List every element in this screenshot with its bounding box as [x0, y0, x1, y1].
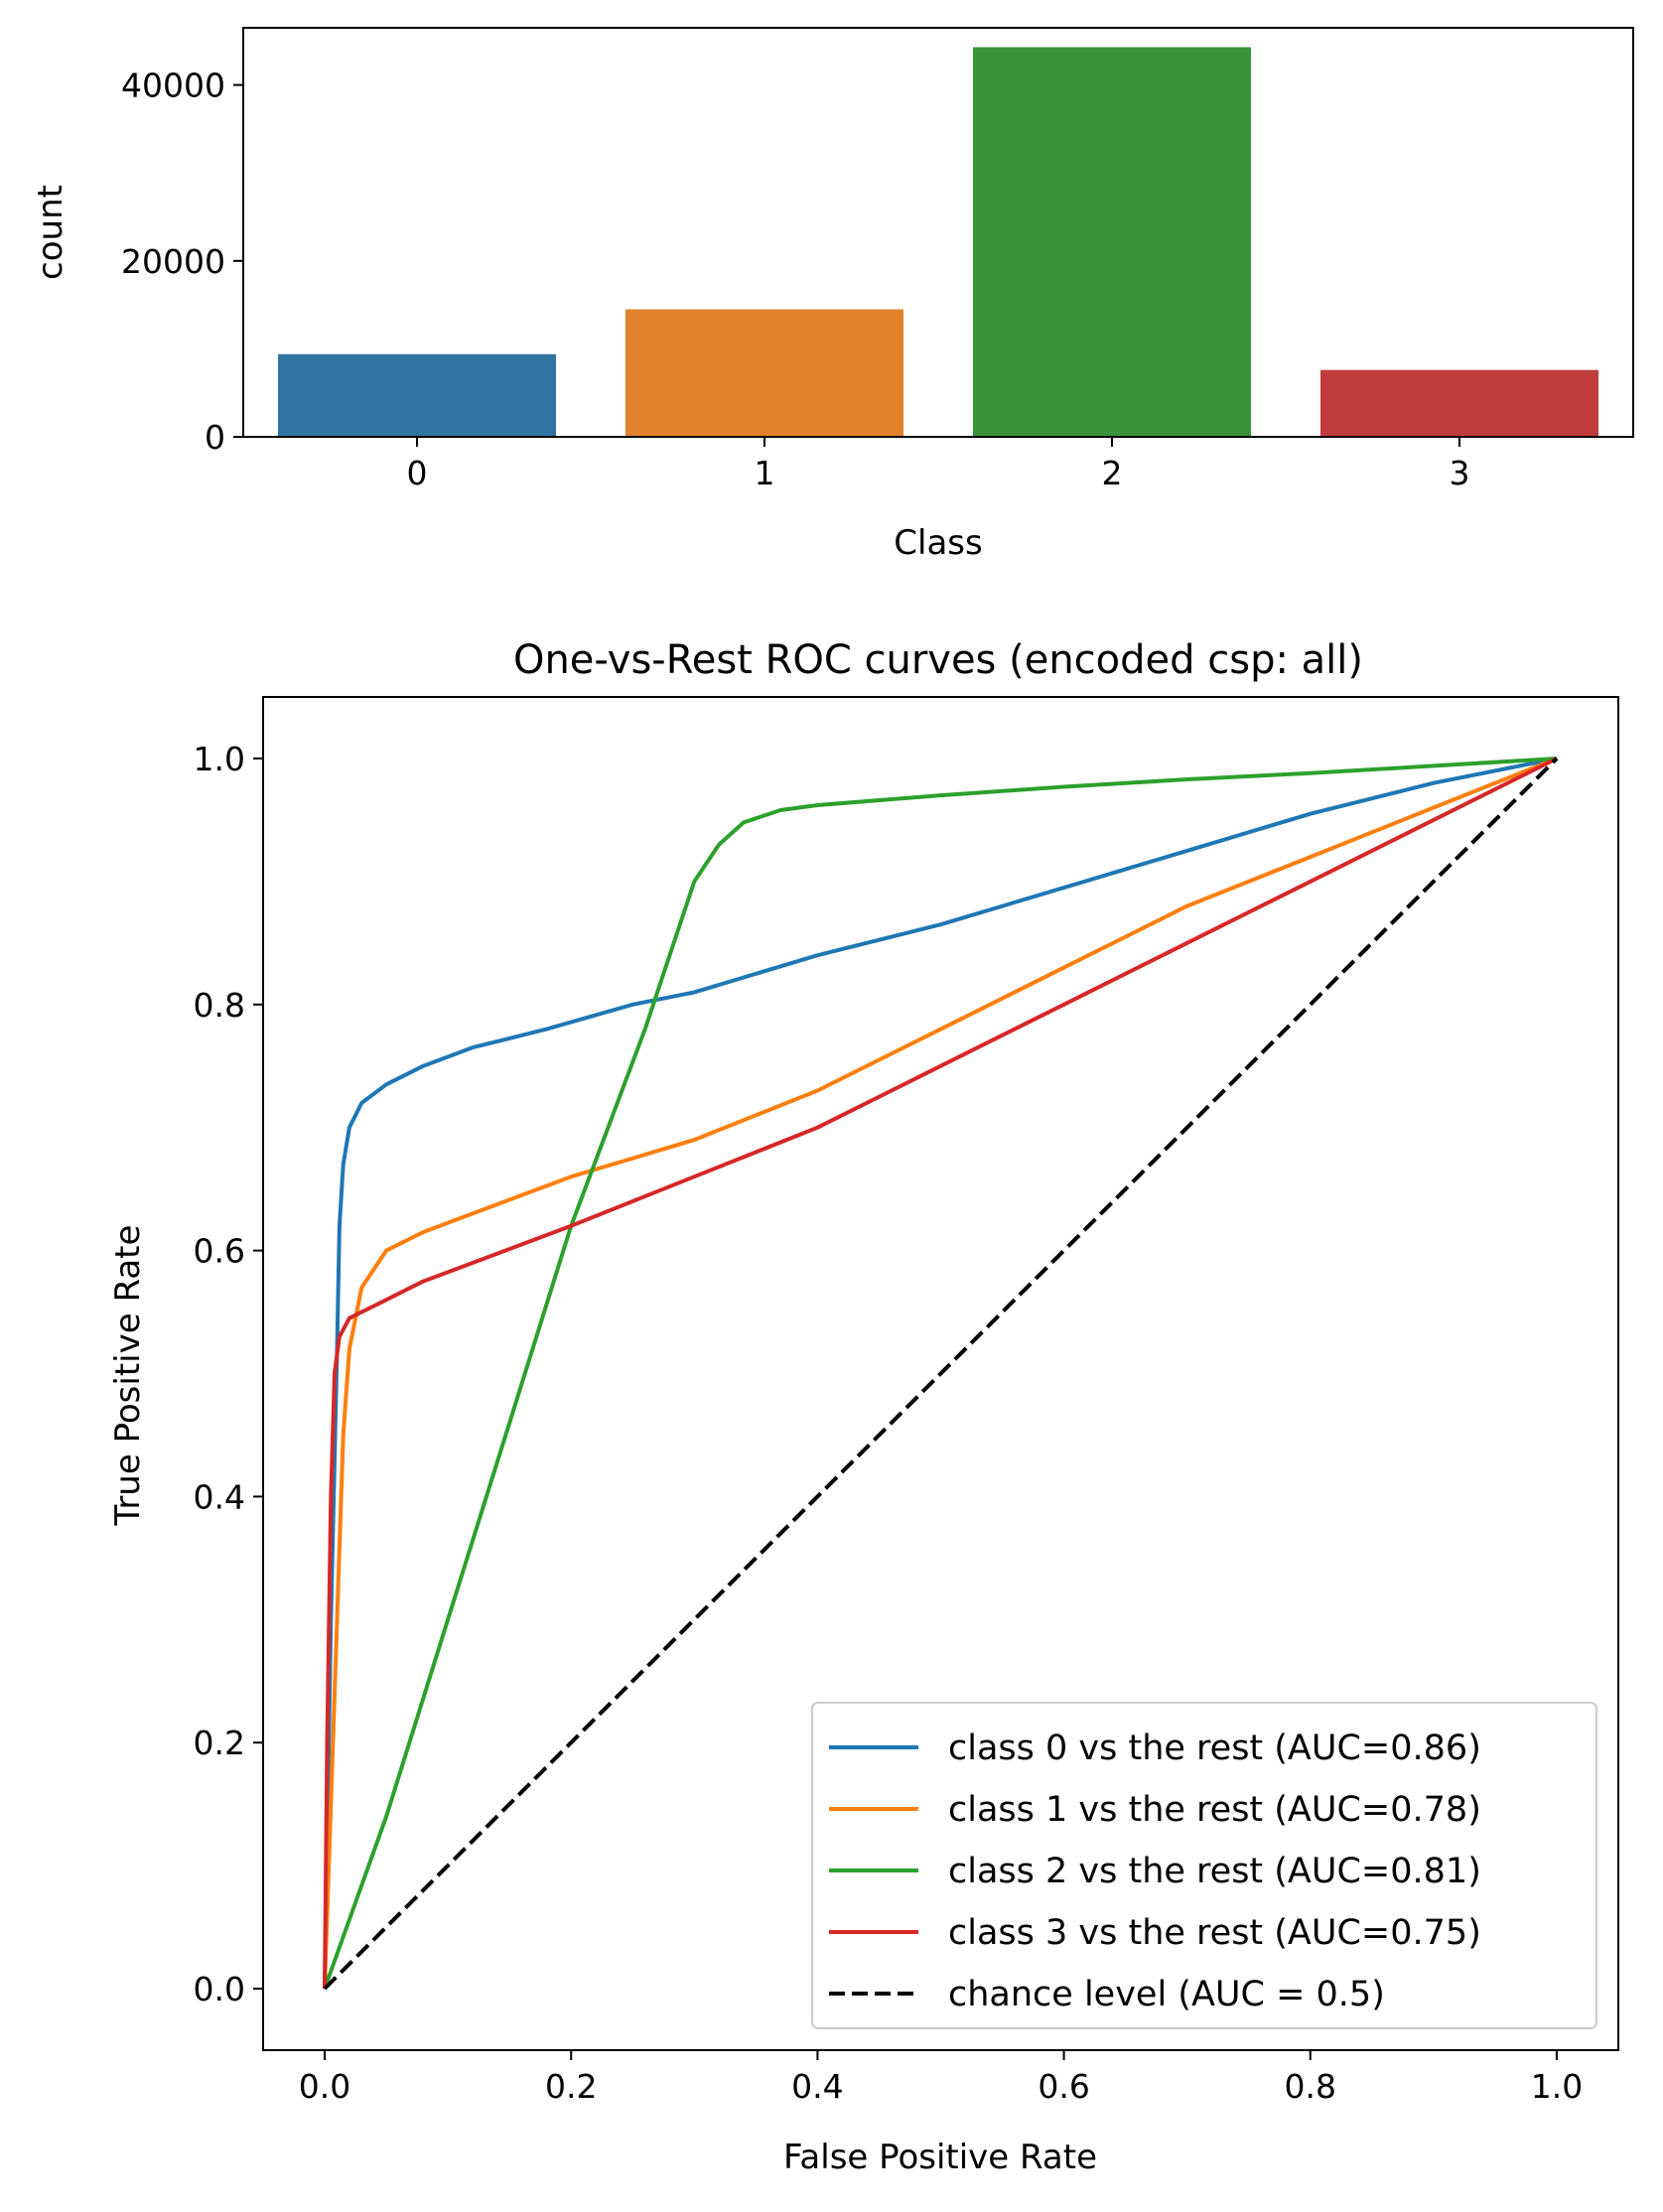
- bar-x-tick-label: 2: [1102, 454, 1123, 492]
- bar-y-tick-label: 40000: [121, 67, 225, 105]
- bar-chart-y-axis-label: count: [31, 185, 70, 280]
- roc-y-tick-label: 0.0: [194, 1970, 245, 2008]
- bar-y-tick-label: 20000: [121, 242, 225, 281]
- legend-box: [811, 1702, 1597, 2029]
- legend-label-4: chance level (AUC = 0.5): [948, 1975, 1385, 2014]
- legend-label-2: class 2 vs the rest (AUC=0.81): [948, 1852, 1481, 1891]
- roc-y-tick-label: 0.8: [194, 986, 245, 1025]
- bar-chart-x-axis-label: Class: [894, 523, 982, 563]
- roc-chart-lines: [323, 757, 1559, 1991]
- roc-series-line-3: [323, 757, 1558, 1990]
- bar-chart-y-ticks: 0 20000 40000: [121, 67, 243, 457]
- legend-label-3: class 3 vs the rest (AUC=0.75): [948, 1913, 1481, 1953]
- roc-chart-y-ticks: 0.0 0.2 0.4 0.6 0.8 1.0: [194, 740, 263, 2008]
- roc-chart-x-ticks: 0.0 0.2 0.4 0.6 0.8 1.0: [299, 2050, 1583, 2106]
- roc-x-tick-label: 0.4: [791, 2067, 843, 2106]
- roc-chart-frame: [262, 696, 1619, 2051]
- bar-2: [973, 47, 1251, 438]
- legend-label-0: class 0 vs the rest (AUC=0.86): [948, 1728, 1481, 1768]
- roc-x-tick-label: 0.2: [545, 2067, 597, 2106]
- roc-x-tick-label: 1.0: [1531, 2067, 1583, 2106]
- roc-y-tick-label: 1.0: [194, 740, 245, 778]
- roc-y-tick-label: 0.4: [194, 1477, 245, 1516]
- bar-0: [278, 353, 556, 437]
- bar-1: [625, 309, 903, 437]
- bar-chart: 0 20000 40000 0 1 2 3 Class count: [31, 27, 1634, 563]
- roc-y-tick-label: 0.2: [194, 1724, 245, 1762]
- bar-y-tick-label: 0: [205, 418, 225, 457]
- roc-chart: One-vs-Rest ROC curves (encoded csp: all…: [108, 637, 1619, 2177]
- roc-x-tick-label: 0.6: [1038, 2067, 1089, 2106]
- bar-x-tick-label: 3: [1450, 454, 1470, 492]
- bar-x-tick-label: 1: [755, 454, 775, 492]
- roc-series-line-2: [323, 757, 1558, 1990]
- bar-chart-x-ticks: 0 1 2 3: [407, 437, 1470, 492]
- roc-y-tick-label: 0.6: [194, 1232, 245, 1271]
- roc-chart-x-axis-label: False Positive Rate: [783, 2138, 1097, 2177]
- roc-series-line-4: [323, 757, 1559, 1991]
- roc-chart-title: One-vs-Rest ROC curves (encoded csp: all…: [513, 637, 1363, 683]
- bar-chart-bars: [278, 47, 1598, 438]
- bar-chart-frame: [242, 27, 1634, 438]
- legend-label-1: class 1 vs the rest (AUC=0.78): [948, 1790, 1481, 1830]
- bar-3: [1320, 369, 1598, 437]
- roc-chart-legend: class 0 vs the rest (AUC=0.86) class 1 vs…: [811, 1702, 1597, 2029]
- bar-x-tick-label: 0: [407, 454, 428, 492]
- roc-chart-y-axis-label: True Positive Rate: [108, 1225, 148, 1527]
- roc-x-tick-label: 0.0: [299, 2067, 350, 2106]
- roc-x-tick-label: 0.8: [1285, 2067, 1336, 2106]
- roc-series-line-1: [323, 757, 1558, 1990]
- roc-series-line-0: [323, 757, 1558, 1990]
